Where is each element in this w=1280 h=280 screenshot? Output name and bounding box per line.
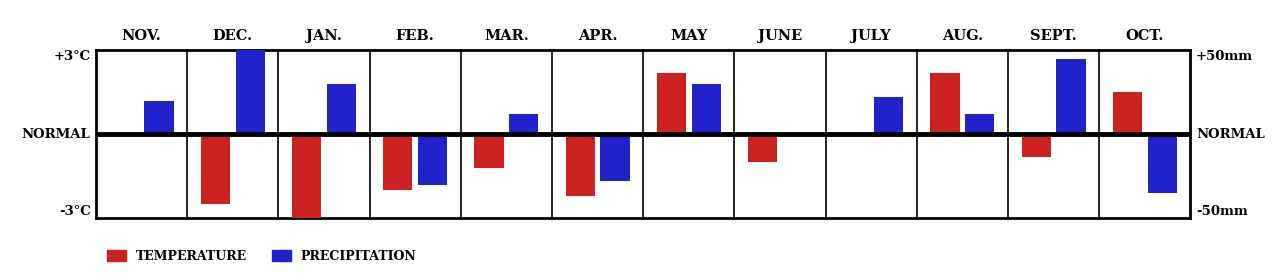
Text: +50mm: +50mm <box>1196 50 1253 63</box>
Text: +3°C: +3°C <box>54 50 91 63</box>
Bar <box>1148 134 1176 193</box>
Text: -50mm: -50mm <box>1196 206 1248 218</box>
Bar <box>600 134 630 181</box>
Bar <box>509 114 539 134</box>
Text: NORMAL: NORMAL <box>22 128 91 141</box>
Bar <box>326 84 356 134</box>
Bar <box>236 50 265 134</box>
Text: NORMAL: NORMAL <box>1196 128 1265 141</box>
Bar <box>145 101 174 134</box>
Bar <box>383 134 412 190</box>
Bar <box>874 97 904 134</box>
Bar <box>566 134 595 196</box>
Bar <box>965 114 995 134</box>
Bar <box>1112 92 1142 134</box>
Bar <box>1056 59 1085 134</box>
Legend: TEMPERATURE, PRECIPITATION: TEMPERATURE, PRECIPITATION <box>102 245 421 268</box>
Bar <box>931 73 960 134</box>
Bar <box>657 73 686 134</box>
Text: -3°C: -3°C <box>59 206 91 218</box>
Bar <box>475 134 503 168</box>
Bar <box>292 134 321 218</box>
Bar <box>748 134 777 162</box>
Bar <box>419 134 447 185</box>
Bar <box>201 134 230 204</box>
Bar <box>1021 134 1051 157</box>
Bar <box>691 84 721 134</box>
